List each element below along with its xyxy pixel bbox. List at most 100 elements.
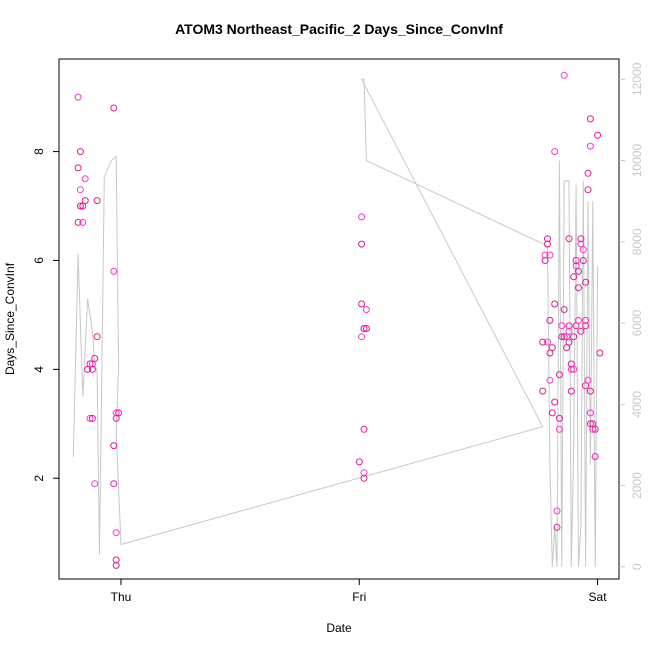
data-point bbox=[596, 349, 604, 357]
data-point bbox=[74, 218, 82, 226]
data-point bbox=[560, 333, 568, 341]
data-point bbox=[548, 409, 556, 417]
data-point bbox=[355, 458, 363, 466]
data-point bbox=[577, 235, 585, 243]
x-tick-label: Fri bbox=[352, 590, 366, 604]
data-point bbox=[586, 115, 594, 123]
data-point bbox=[565, 327, 573, 335]
data-point bbox=[555, 425, 563, 433]
y-tick-label: 8 bbox=[32, 148, 46, 155]
data-point bbox=[76, 186, 84, 194]
data-point bbox=[555, 414, 563, 422]
data-point bbox=[360, 425, 368, 433]
data-point bbox=[362, 325, 370, 332]
data-point bbox=[358, 240, 366, 248]
data-point bbox=[81, 175, 89, 183]
data-point bbox=[565, 235, 573, 243]
data-point bbox=[358, 213, 366, 221]
data-point bbox=[591, 453, 599, 460]
data-point bbox=[88, 365, 96, 373]
chart-title: ATOM3 Northeast_Pacific_2 Days_Since_Con… bbox=[175, 21, 503, 37]
data-point bbox=[93, 333, 101, 341]
data-point bbox=[551, 148, 559, 156]
data-point bbox=[586, 142, 594, 150]
data-point bbox=[577, 327, 585, 335]
data-point bbox=[110, 442, 118, 450]
data-point bbox=[544, 338, 551, 346]
data-point bbox=[76, 148, 84, 156]
data-point bbox=[79, 218, 87, 226]
data-point bbox=[358, 333, 366, 341]
data-point bbox=[560, 306, 568, 313]
data-point bbox=[579, 257, 587, 264]
data-point bbox=[110, 480, 118, 488]
y-axis-label: Days_Since_ConvInf bbox=[3, 262, 17, 375]
data-point bbox=[76, 202, 84, 210]
data-point bbox=[551, 300, 559, 308]
data-point bbox=[565, 338, 573, 346]
y2-tick-label: 8000 bbox=[630, 228, 644, 255]
data-point bbox=[546, 376, 554, 384]
y2-axis: 0 2000 4000 6000 8000 10000 12000 bbox=[619, 62, 644, 570]
x-axis-label: Date bbox=[326, 621, 352, 635]
data-point bbox=[86, 414, 94, 422]
data-point bbox=[579, 246, 587, 254]
data-point bbox=[558, 322, 566, 330]
data-point bbox=[553, 523, 561, 531]
data-point bbox=[110, 267, 118, 275]
data-point bbox=[91, 480, 99, 488]
y2-tick-label: 2000 bbox=[630, 472, 644, 499]
data-point bbox=[112, 561, 120, 569]
data-point bbox=[570, 273, 578, 281]
y2-tick-label: 10000 bbox=[630, 144, 644, 178]
data-point bbox=[81, 197, 89, 205]
data-point bbox=[91, 355, 99, 362]
x-tick-label: Thu bbox=[111, 590, 132, 604]
data-point bbox=[584, 376, 592, 384]
x-tick-label: Sat bbox=[589, 590, 608, 604]
y-tick-label: 2 bbox=[32, 475, 46, 482]
data-point bbox=[539, 387, 547, 395]
data-point bbox=[586, 409, 594, 417]
data-point bbox=[582, 278, 590, 286]
data-point bbox=[544, 235, 551, 243]
data-point bbox=[586, 387, 594, 395]
data-point bbox=[115, 409, 123, 417]
data-point bbox=[110, 104, 118, 112]
data-point bbox=[539, 338, 547, 346]
data-point bbox=[575, 267, 582, 275]
y2-tick-label: 12000 bbox=[630, 62, 644, 96]
y2-tick-label: 6000 bbox=[630, 309, 644, 336]
data-point bbox=[594, 131, 602, 139]
plot-frame bbox=[58, 58, 620, 580]
data-point bbox=[551, 398, 559, 406]
data-point bbox=[544, 240, 551, 248]
data-point bbox=[74, 164, 82, 172]
data-point bbox=[548, 344, 556, 352]
y2-tick-label: 0 bbox=[630, 563, 644, 570]
data-point bbox=[572, 257, 580, 264]
data-point bbox=[589, 425, 597, 433]
series-line bbox=[72, 78, 599, 567]
data-point bbox=[567, 387, 575, 395]
data-point bbox=[582, 316, 590, 324]
data-point bbox=[74, 93, 82, 101]
y2-tick-label: 4000 bbox=[630, 391, 644, 418]
data-point bbox=[591, 425, 599, 433]
data-point bbox=[584, 169, 592, 177]
data-point bbox=[112, 409, 120, 417]
data-point bbox=[360, 474, 368, 482]
data-point bbox=[570, 365, 578, 373]
data-point bbox=[558, 333, 566, 341]
y-tick-label: 6 bbox=[32, 257, 46, 264]
data-point bbox=[112, 529, 120, 537]
data-point bbox=[560, 71, 568, 79]
data-point bbox=[360, 325, 368, 332]
data-point bbox=[546, 251, 554, 259]
data-point bbox=[362, 306, 370, 313]
scatter-points bbox=[74, 71, 604, 569]
data-point bbox=[93, 197, 101, 205]
data-point bbox=[88, 414, 96, 422]
x-axis: Thu Fri Sat bbox=[111, 579, 608, 604]
